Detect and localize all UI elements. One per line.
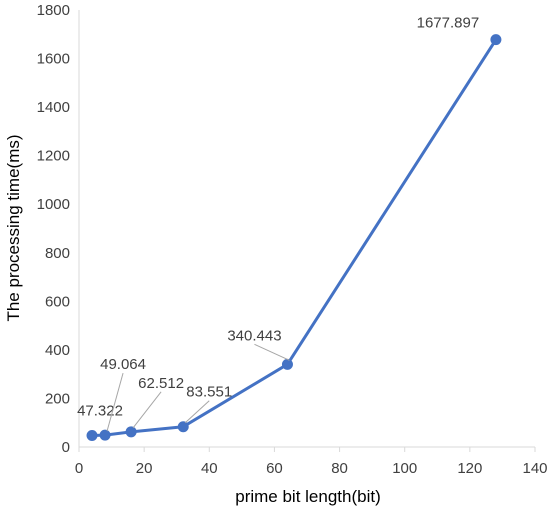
data-point-marker [281,358,293,370]
series-layer [86,34,502,442]
x-tick-label: 60 [266,460,283,477]
data-label-leader [184,400,210,424]
y-tick-label: 1000 [37,196,70,213]
data-label-leader [132,391,162,429]
x-tick-label: 140 [522,460,547,477]
y-tick-label: 1200 [37,148,70,165]
y-tick-label: 1800 [37,2,70,19]
data-point-marker [86,430,98,442]
x-tick-label: 100 [392,460,417,477]
data-point-marker [99,429,111,441]
y-tick-label: 200 [45,390,70,407]
data-label: 1677.897 [417,15,480,32]
y-tick-label: 1600 [37,51,70,68]
y-tick-label: 1400 [37,99,70,116]
x-tick-label: 120 [457,460,482,477]
x-axis-title: prime bit length(bit) [235,487,381,506]
data-label: 49.064 [100,356,146,373]
y-tick-label: 800 [45,245,70,262]
data-point-marker [490,34,502,46]
data-label-leader [254,343,290,361]
x-tick-label: 80 [331,460,348,477]
y-tick-label: 600 [45,293,70,310]
data-point-marker [125,426,137,438]
y-tick-label: 0 [62,439,70,456]
axes: 0 20 40 60 80 100 120 1400200400600800100012001… [37,2,548,477]
data-point-marker [177,421,189,433]
y-tick-label: 400 [45,342,70,359]
data-label: 47.322 [77,403,123,420]
y-axis-title: The processing time(ms) [4,134,23,321]
x-tick-label: 20 [136,460,153,477]
data-label: 62.512 [138,375,184,392]
data-label-leader [106,372,124,432]
data-label: 83.551 [186,384,232,401]
data-label: 340.443 [227,327,281,344]
x-tick-label: 40 [201,460,218,477]
x-tick-label: 0 [75,460,83,477]
